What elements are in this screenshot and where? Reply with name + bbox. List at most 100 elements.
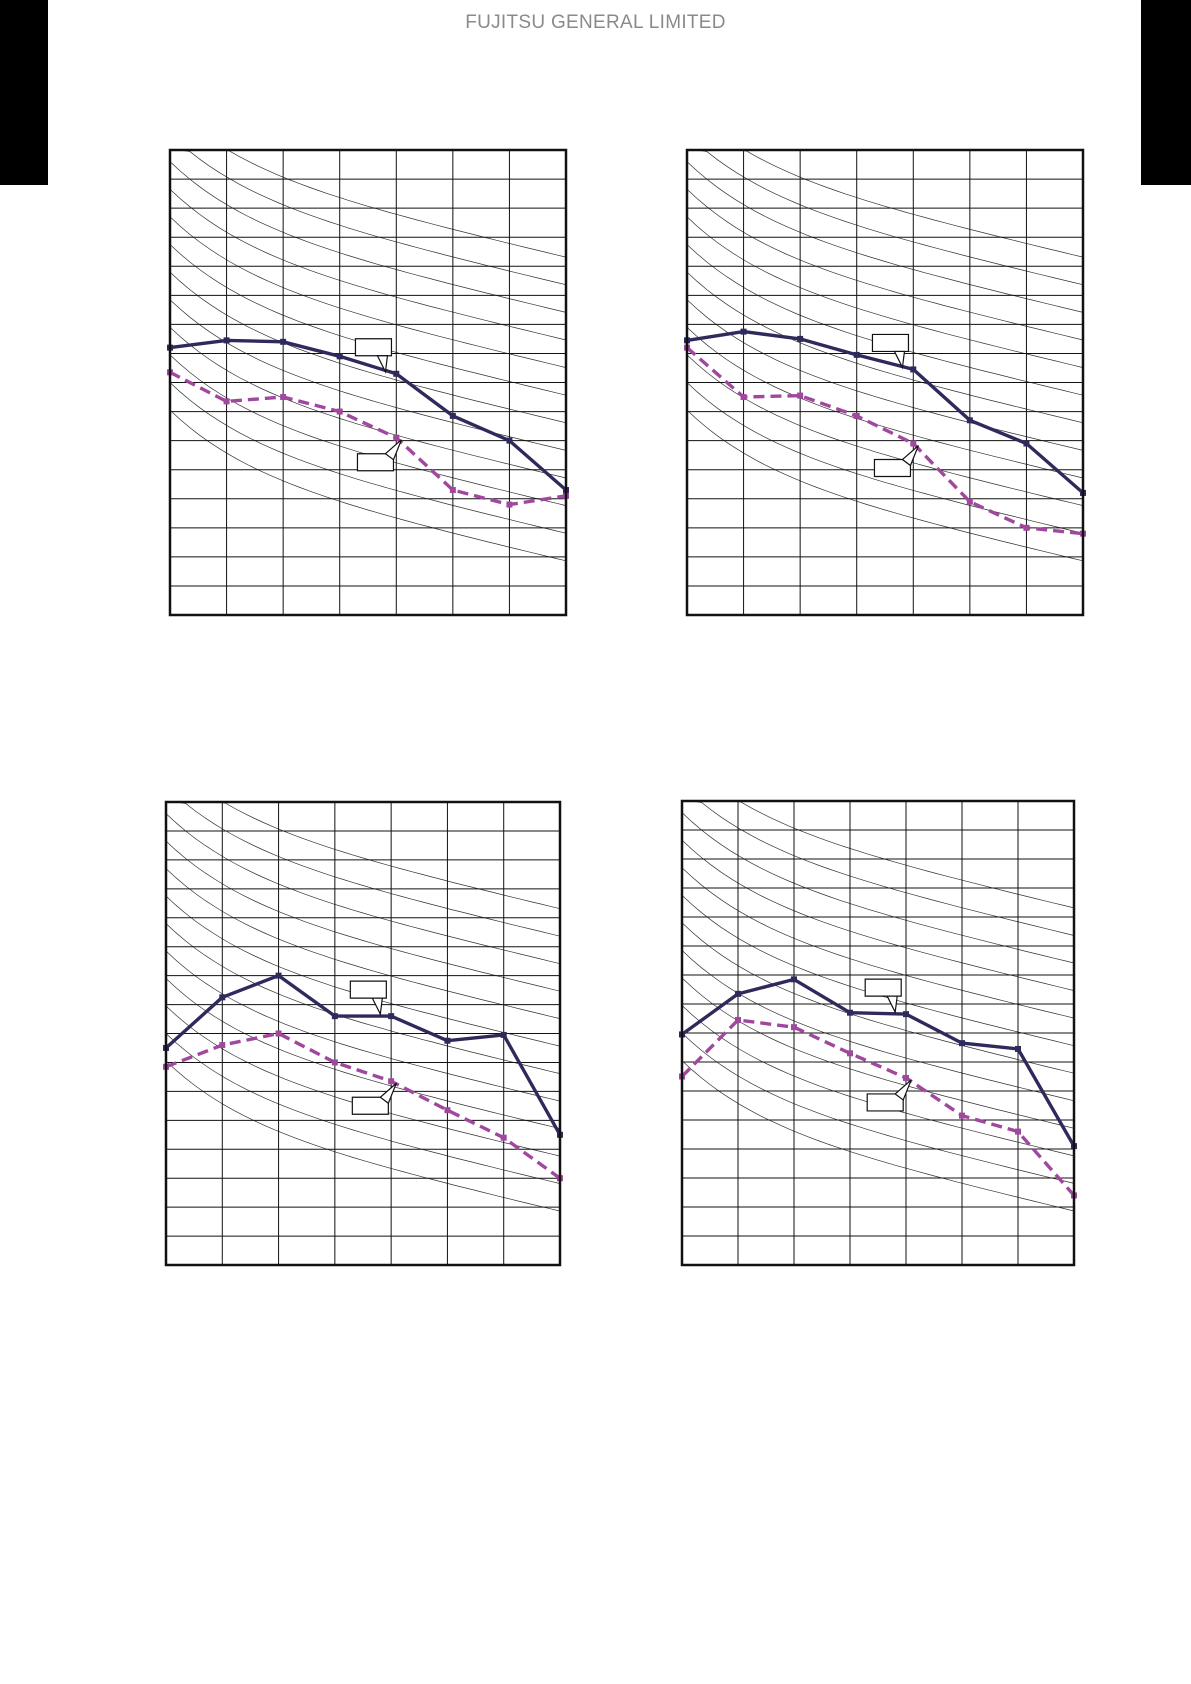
series-line-dashed xyxy=(685,346,1084,536)
callout-solid xyxy=(354,338,393,374)
callout-box xyxy=(864,978,902,997)
noise-curve xyxy=(681,950,1075,1102)
noise-curve xyxy=(166,801,561,910)
data-point-dashed xyxy=(506,501,513,508)
noise-chart-top-right xyxy=(684,148,1086,617)
data-point-dashed xyxy=(966,498,973,505)
data-point-dashed xyxy=(1023,524,1030,531)
series-line-solid xyxy=(169,338,568,492)
data-point-dashed xyxy=(388,1078,395,1085)
data-point-solid xyxy=(797,335,804,342)
noise-curve xyxy=(686,161,1084,313)
data-point-solid xyxy=(740,328,747,335)
callout-solid xyxy=(349,980,387,1017)
data-point-solid xyxy=(910,366,917,373)
data-point-solid xyxy=(393,370,400,377)
noise-curve xyxy=(169,271,567,424)
noise-curve xyxy=(169,409,567,562)
noise-curve xyxy=(165,978,561,1129)
noise-chart-top-left xyxy=(167,148,569,617)
data-point-dashed xyxy=(500,1134,507,1141)
callout-dashed xyxy=(866,1079,912,1112)
callout-pointer xyxy=(893,350,906,370)
noise-curve xyxy=(165,1060,561,1212)
noise-curve xyxy=(165,923,561,1074)
data-point-dashed xyxy=(331,1059,338,1066)
callout-dashed xyxy=(873,445,920,478)
noise-curve xyxy=(686,271,1084,424)
data-point-dashed xyxy=(853,412,860,419)
callout-solid xyxy=(864,978,902,1015)
callout-pointer xyxy=(886,995,898,1015)
callout-box xyxy=(349,980,387,999)
callout-box xyxy=(873,458,912,478)
data-point-dashed xyxy=(797,392,804,399)
noise-curve xyxy=(686,299,1084,451)
grid xyxy=(687,150,1083,615)
data-point-solid xyxy=(280,338,287,345)
page-edge-tab-right xyxy=(1141,0,1191,185)
noise-curve xyxy=(169,161,567,313)
data-point-dashed xyxy=(444,1107,451,1114)
series-line-solid xyxy=(686,329,1085,495)
data-point-solid xyxy=(219,994,226,1001)
data-point-dashed xyxy=(847,1050,853,1057)
brand-header: FUJITSU GENERAL LIMITED xyxy=(465,12,726,33)
data-point-solid xyxy=(735,990,741,997)
noise-curve xyxy=(681,867,1075,1019)
callout-dashed xyxy=(356,439,403,472)
page-edge-tab-left xyxy=(0,0,48,185)
plot-frame xyxy=(168,148,568,617)
data-point-dashed xyxy=(223,398,230,405)
data-point-solid xyxy=(388,1013,395,1020)
series-line-dashed xyxy=(680,1018,1076,1197)
data-point-solid xyxy=(444,1037,451,1044)
noise-curve xyxy=(686,216,1084,368)
data-point-solid xyxy=(449,412,456,419)
noise-curve xyxy=(681,812,1075,964)
noise-curve xyxy=(682,800,1075,936)
plot-frame xyxy=(680,799,1076,1267)
noise-curve xyxy=(165,950,561,1102)
data-point-dashed xyxy=(740,394,747,401)
callout-pointer xyxy=(894,1079,912,1101)
data-point-dashed xyxy=(791,1024,797,1031)
series-line-solid xyxy=(164,973,562,1136)
noise-curve xyxy=(169,382,567,534)
data-point-solid xyxy=(1023,440,1030,447)
callout-pointer xyxy=(376,355,389,374)
data-point-dashed xyxy=(275,1030,282,1037)
grid xyxy=(166,802,560,1265)
data-point-solid xyxy=(847,1009,853,1016)
data-point-dashed xyxy=(219,1042,226,1049)
data-point-solid xyxy=(791,976,797,983)
data-point-solid xyxy=(1015,1045,1021,1052)
grid xyxy=(170,150,566,615)
grid xyxy=(682,801,1074,1265)
noise-curve xyxy=(169,216,567,368)
noise-curve xyxy=(681,1060,1075,1212)
data-point-solid xyxy=(223,337,230,344)
noise-chart-bottom-right xyxy=(679,799,1077,1267)
noise-curve xyxy=(165,1033,561,1184)
data-point-solid xyxy=(331,1013,338,1020)
noise-curve xyxy=(166,801,561,937)
plot-frame xyxy=(685,148,1085,617)
data-point-dashed xyxy=(910,440,917,447)
callout-dashed xyxy=(351,1082,397,1115)
callout-solid xyxy=(871,333,910,370)
data-point-solid xyxy=(966,417,973,424)
callout-pointer xyxy=(379,1082,397,1105)
data-point-solid xyxy=(500,1031,507,1038)
data-point-dashed xyxy=(280,394,287,401)
noise-curve xyxy=(170,149,567,286)
data-point-dashed xyxy=(336,408,343,415)
noise-curve xyxy=(165,868,561,1019)
callout-box xyxy=(356,453,395,472)
data-point-solid xyxy=(275,972,282,979)
noise-curve xyxy=(681,922,1075,1074)
noise-curve xyxy=(687,149,1084,258)
data-point-solid xyxy=(903,1011,909,1018)
data-point-dashed xyxy=(1015,1128,1021,1135)
noise-curve xyxy=(686,382,1084,534)
